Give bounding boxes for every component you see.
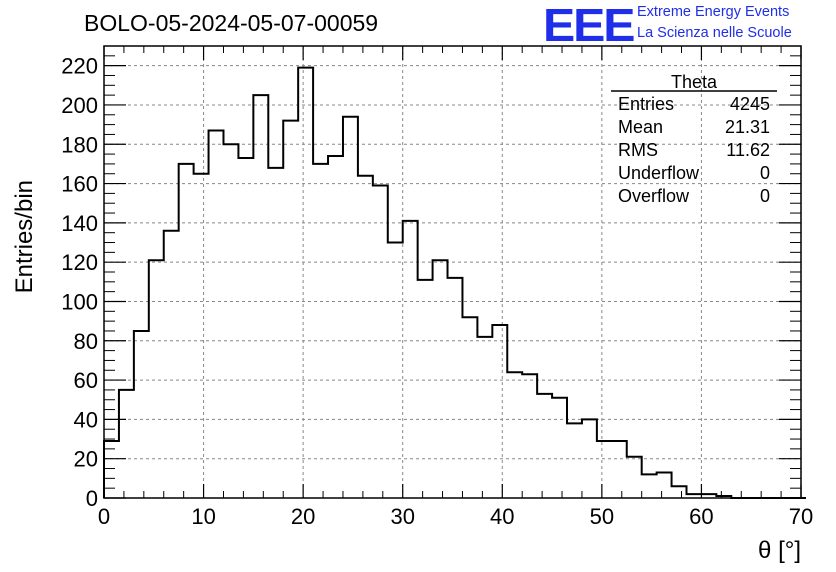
x-axis-label: θ [°]: [758, 537, 801, 564]
y-tick-label: 40: [74, 407, 98, 432]
stats-value: 11.62: [726, 140, 770, 160]
stats-value: 0: [760, 186, 770, 206]
y-tick-label: 140: [61, 211, 98, 236]
plot-title: BOLO-05-2024-05-07-00059: [84, 10, 379, 36]
stats-label: Underflow: [618, 163, 700, 183]
x-tick-label: 50: [590, 504, 614, 529]
x-tick-label: 30: [390, 504, 414, 529]
y-tick-label: 80: [74, 329, 98, 354]
x-tick-label: 0: [98, 504, 110, 529]
x-tick-label: 20: [291, 504, 315, 529]
y-tick-label: 20: [74, 447, 98, 472]
tick-labels: 0 10 20 30 40 50 60 70 0 20 40 60 80 100 120 140 160 180 2…: [61, 54, 813, 529]
org-subtitle: La Scienza nelle Scuole: [637, 25, 792, 41]
stats-value: 4245: [730, 94, 770, 114]
stats-label: Entries: [618, 94, 674, 114]
eee-logo: EEE: [543, 0, 635, 51]
stats-value: 0: [760, 163, 770, 183]
y-tick-label: 100: [61, 289, 98, 314]
x-tick-label: 60: [689, 504, 713, 529]
histogram-line: [103, 66, 806, 499]
y-tick-label: 220: [61, 54, 98, 79]
y-tick-label: 60: [74, 368, 98, 393]
axis-ticks: [103, 46, 802, 499]
x-tick-label: 10: [191, 504, 215, 529]
y-tick-label: 200: [61, 93, 98, 118]
stats-label: Overflow: [618, 186, 690, 206]
stats-label: Mean: [618, 117, 663, 137]
plot-frame: [103, 45, 802, 499]
y-tick-label: 120: [61, 250, 98, 275]
x-tick-label: 70: [789, 504, 813, 529]
stats-box-title: Theta: [671, 72, 718, 92]
grid-lines: [104, 46, 801, 498]
y-tick-label: 0: [86, 486, 98, 511]
y-tick-label: 180: [61, 132, 98, 157]
stats-label: RMS: [618, 140, 658, 160]
stats-value: 21.31: [725, 117, 770, 137]
x-tick-label: 40: [490, 504, 514, 529]
org-name: Extreme Energy Events: [637, 4, 790, 20]
y-axis-label: Entries/bin: [11, 180, 38, 293]
y-tick-label: 160: [61, 172, 98, 197]
